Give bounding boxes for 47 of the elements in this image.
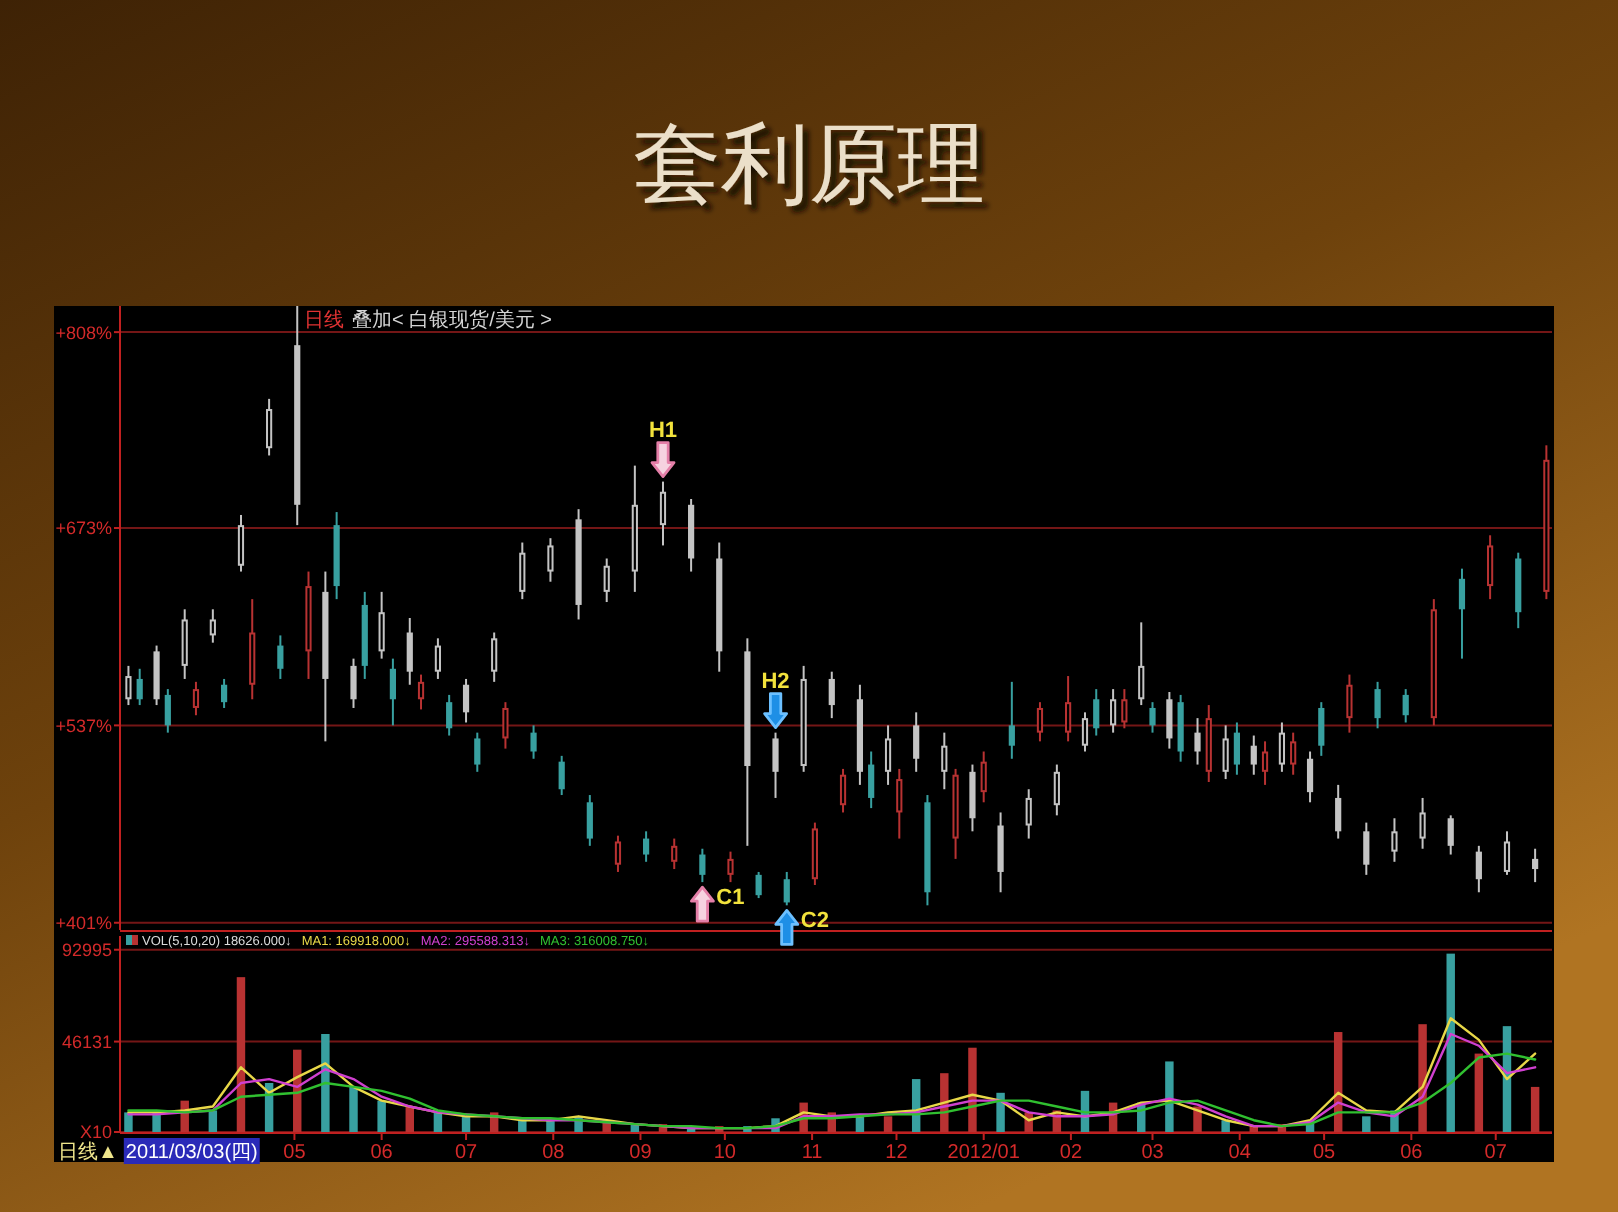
y-tick-label: +537%	[55, 715, 112, 736]
x-tick-label: 07	[1484, 1142, 1508, 1164]
bar	[968, 1047, 977, 1132]
bar	[405, 1106, 414, 1132]
bar	[1474, 1053, 1484, 1132]
bar	[1165, 1061, 1174, 1132]
text: 日线▲	[58, 1140, 118, 1164]
x-tick-label: 05	[283, 1142, 307, 1164]
annotation: 日线	[304, 308, 344, 332]
bar	[377, 1100, 386, 1132]
x-tick-label: 07	[454, 1142, 479, 1164]
y-tick-label: +401%	[55, 913, 112, 934]
bar	[518, 1120, 527, 1132]
y-tick-label: +808%	[55, 322, 112, 343]
bar	[1446, 953, 1455, 1132]
x-tick-label: 08	[542, 1142, 566, 1164]
y-tick-label: 92995	[61, 940, 112, 961]
annotation: 叠加< 白银现货/美元 >	[352, 308, 553, 332]
annotation: C1	[716, 886, 745, 911]
y-tick-label: 46131	[61, 1031, 112, 1052]
bar	[883, 1116, 893, 1132]
text: 2011/03/03(四)	[125, 1142, 258, 1164]
line-series	[127, 1052, 1537, 1130]
x-tick-label: 12	[885, 1142, 909, 1164]
x-tick-label: 09	[629, 1142, 653, 1164]
bar	[996, 1092, 1005, 1132]
y-tick-label: X10	[79, 1122, 112, 1143]
x-tick-label: 05	[1312, 1142, 1337, 1164]
y-tick-label: +673%	[55, 518, 112, 539]
x-tick-label: 03	[1141, 1142, 1165, 1164]
bar	[208, 1110, 218, 1132]
x-tick-label: 2012/01	[947, 1142, 1021, 1164]
x-tick-label: 06	[370, 1142, 394, 1164]
annotation: C2	[800, 909, 829, 934]
bar	[321, 1034, 330, 1132]
x-tick-label: 06	[1400, 1142, 1424, 1164]
x-tick-label: 02	[1059, 1142, 1083, 1164]
bar	[349, 1086, 358, 1132]
annotation: H1	[648, 418, 678, 443]
annotation: H2	[761, 669, 790, 694]
chart-title: 套利原理	[633, 116, 985, 214]
bar	[546, 1120, 555, 1132]
x-tick-label: 11	[801, 1142, 824, 1164]
x-tick-label: 10	[713, 1142, 737, 1164]
x-tick-label: 04	[1228, 1142, 1252, 1164]
bar	[1362, 1116, 1371, 1132]
bar	[1530, 1086, 1540, 1132]
